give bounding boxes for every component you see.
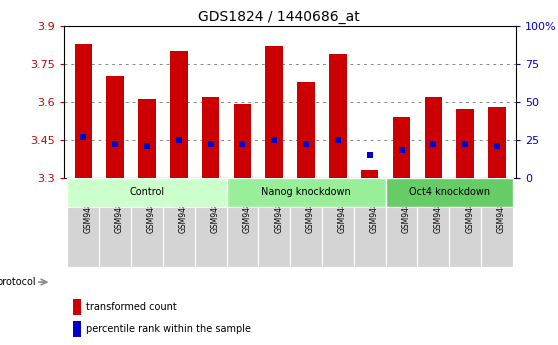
Text: GSM94863: GSM94863	[306, 191, 315, 233]
Bar	[227, 207, 258, 267]
Bar	[266, 46, 283, 178]
Point	[365, 152, 374, 158]
Bar	[290, 207, 322, 267]
Point	[493, 143, 502, 149]
Bar	[354, 207, 386, 267]
Point	[397, 148, 406, 153]
Text: GSM94866: GSM94866	[402, 191, 411, 233]
Bar	[107, 77, 124, 178]
Bar	[73, 322, 81, 337]
Point	[334, 137, 343, 142]
Point	[302, 141, 311, 147]
Text: Nanog knockdown: Nanog knockdown	[261, 187, 351, 197]
Point	[174, 137, 183, 142]
Text: GSM94868: GSM94868	[465, 191, 474, 233]
Bar	[170, 51, 187, 178]
Bar	[163, 207, 195, 267]
Text: GSM94861: GSM94861	[242, 191, 252, 233]
Text: GSM94858: GSM94858	[147, 191, 156, 233]
Bar	[481, 207, 513, 267]
Text: GSM94857: GSM94857	[115, 191, 124, 233]
Bar	[297, 81, 315, 178]
Point	[110, 141, 119, 147]
Text: GSM94856: GSM94856	[83, 191, 92, 233]
Bar	[393, 117, 410, 178]
Text: GSM94862: GSM94862	[274, 191, 283, 233]
Bar	[99, 207, 131, 267]
Text: percentile rank within the sample: percentile rank within the sample	[86, 324, 251, 334]
Point	[79, 134, 88, 139]
Bar	[68, 207, 99, 267]
Text: GSM94864: GSM94864	[338, 191, 347, 233]
Bar	[227, 178, 386, 207]
Bar	[449, 207, 481, 267]
Text: GDS1824 / 1440686_at: GDS1824 / 1440686_at	[198, 10, 360, 24]
Text: Oct4 knockdown: Oct4 knockdown	[409, 187, 490, 197]
Bar	[329, 54, 347, 178]
Bar	[361, 170, 378, 178]
Text: GSM94867: GSM94867	[434, 191, 442, 233]
Text: transformed count: transformed count	[86, 302, 177, 312]
Bar	[234, 104, 251, 178]
Text: GSM94860: GSM94860	[210, 191, 220, 233]
Text: Control: Control	[129, 187, 165, 197]
Point	[206, 141, 215, 147]
Bar	[386, 178, 513, 207]
Bar	[488, 107, 506, 178]
Bar	[195, 207, 227, 267]
Bar	[417, 207, 449, 267]
Bar	[456, 109, 474, 178]
Text: GSM94865: GSM94865	[370, 191, 379, 233]
Point	[142, 143, 151, 149]
Text: protocol: protocol	[0, 277, 35, 287]
Point	[238, 141, 247, 147]
Bar	[322, 207, 354, 267]
Bar	[258, 207, 290, 267]
Bar	[131, 207, 163, 267]
Bar	[425, 97, 442, 178]
Text: GSM94859: GSM94859	[179, 191, 187, 233]
Bar	[138, 99, 156, 178]
Point	[461, 141, 470, 147]
Point	[429, 141, 438, 147]
Bar	[386, 207, 417, 267]
Bar	[68, 178, 227, 207]
Bar	[73, 299, 81, 315]
Point	[270, 137, 278, 142]
Bar	[202, 97, 219, 178]
Text: GSM94869: GSM94869	[497, 191, 506, 233]
Bar	[75, 43, 92, 178]
